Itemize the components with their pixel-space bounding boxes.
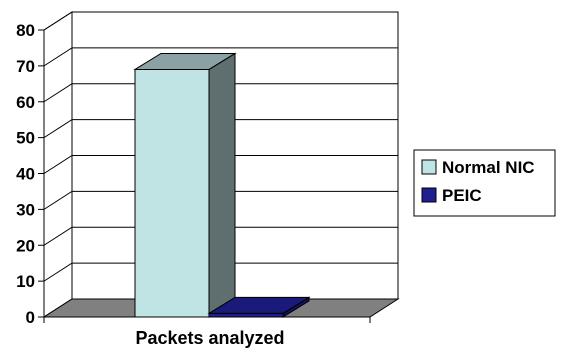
legend: Normal NIC PEIC (413, 149, 556, 217)
bar-0 (133, 52, 237, 318)
x-axis-label: Packets analyzed (135, 328, 284, 348)
gridline (43, 119, 398, 139)
y-tick-label: 50 (16, 129, 35, 148)
bar-top (207, 296, 311, 314)
gridline (43, 226, 398, 246)
gridline (43, 155, 398, 174)
bar-front (134, 68, 210, 318)
y-tick-label: 60 (16, 93, 35, 112)
y-tick-label: 30 (16, 200, 35, 219)
gridline (43, 11, 398, 31)
legend-box (413, 149, 556, 217)
y-axis-ticks: 0 10 20 30 40 50 60 70 80 (16, 21, 45, 327)
gridline (43, 262, 398, 282)
gridline (43, 190, 398, 210)
bar-front (208, 312, 284, 318)
legend-label: PEIC (442, 186, 482, 205)
bar-side (208, 52, 236, 318)
y-tick-label: 80 (16, 21, 35, 40)
legend-swatch (421, 159, 437, 175)
y-tick-label: 20 (16, 236, 35, 255)
y-tick-label: 40 (16, 165, 35, 184)
legend-label: Normal NIC (442, 158, 535, 177)
y-tick-label: 0 (26, 308, 35, 327)
gridline (43, 47, 398, 67)
legend-swatch (421, 187, 437, 203)
gridline (43, 83, 398, 103)
bar-1 (207, 296, 311, 318)
y-tick-label: 70 (16, 57, 35, 76)
bars (133, 52, 311, 318)
bar-top (133, 52, 237, 70)
y-tick-label: 10 (16, 272, 35, 291)
